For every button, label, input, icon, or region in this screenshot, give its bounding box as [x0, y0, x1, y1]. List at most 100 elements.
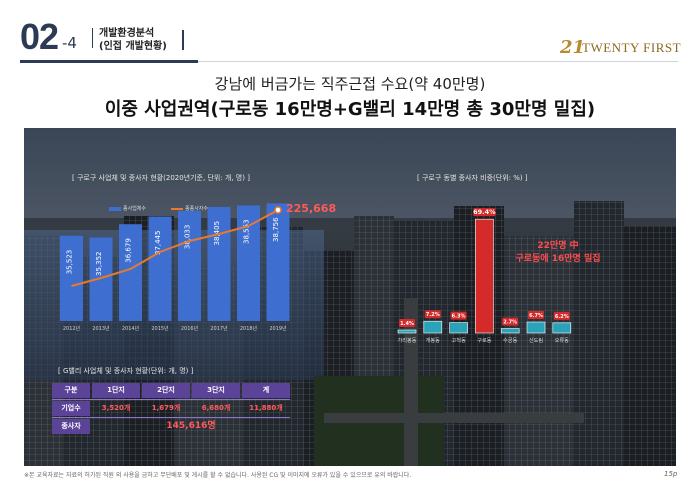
chart2-label-bg — [399, 319, 415, 327]
chart1-line-endpoint — [274, 206, 282, 214]
chart2-title: [ 구로구 동별 종사자 비중(단위: %) ] — [417, 174, 528, 182]
road — [404, 298, 418, 466]
section-sub-number: -4 — [62, 34, 77, 52]
chart1-bar-label: 36,679 — [125, 238, 133, 263]
gvalley-cell: 3,520개 — [101, 404, 131, 412]
legend-item-workers: 종종사자수 — [171, 205, 208, 212]
chart2-bar — [526, 321, 546, 334]
guro-callout: 22만명 中 구로동에 16만명 밀집 — [492, 240, 624, 266]
chart2-value-label: 6.2% — [555, 314, 569, 320]
callout-line2: 구로동에 16만명 밀집 — [515, 254, 601, 264]
chart2-label-bg — [450, 311, 467, 320]
chart1-workers-line — [71, 209, 279, 287]
chart1-category-label: 2014년 — [122, 325, 140, 332]
headline-sub: 강남에 버금가는 직주근접 수요(약 40만명) — [214, 75, 486, 93]
city-photo-panel: [ 구로구 사업체 및 종사자 현황(2020년기준, 단위: 개, 명) ] … — [24, 128, 676, 466]
legend-item-companies: 종사업체수 — [109, 205, 146, 212]
footer-disclaimer: ※본 교육자료는 자료의 허가된 직원 외 사용을 금하고 무단배포 및 게시를… — [24, 472, 412, 479]
chart2-category-label: 수궁동 — [503, 337, 518, 344]
logo-text: TWENTY FIRST — [582, 40, 682, 55]
gvalley-divider — [52, 417, 290, 418]
gvalley-workers-label: 종사자 — [52, 419, 90, 434]
chart1-bar-label: 38,756 — [272, 217, 280, 242]
chart1-bar-label: 37,445 — [154, 231, 162, 256]
gvalley-title: [ G밸리 사업체 및 종사자 현황(단위: 개, 명) ] — [58, 367, 194, 375]
headline-main: 이중 사업권역(구로동 16만명+G밸리 14만명 총 30만명 밀집) — [104, 99, 596, 120]
header-underline — [20, 60, 198, 63]
gvalley-row-label: 기업수 — [52, 401, 90, 416]
chart2-bar — [475, 218, 494, 334]
section-subtitle: (인접 개발현황) — [99, 41, 167, 52]
charts-canvas: 35,523 35,352 36,679 37,445 38,033 38,405 38,5… — [60, 203, 572, 344]
header-rule — [198, 61, 678, 62]
legend-swatch-line — [171, 207, 183, 210]
chart2-category-label: 신도림 — [529, 336, 544, 344]
chart1-bar — [89, 237, 113, 321]
callout-line1: 22만명 中 — [537, 241, 579, 251]
chart2-bar — [552, 322, 572, 334]
chart2-category-label: 구로동 — [477, 337, 492, 344]
chart1-bar — [266, 203, 290, 321]
chart1-bar — [119, 224, 142, 321]
gvalley-header-cell: 2단지 — [142, 383, 190, 398]
chart2-value-label: 1.4% — [400, 321, 414, 327]
building — [504, 236, 574, 466]
chart2-label-bg — [528, 311, 544, 320]
chart1-category-label: 2015년 — [151, 325, 169, 332]
chart1-bar — [60, 235, 83, 321]
section-title: 개발환경분석 — [99, 28, 155, 39]
chart2-label-bg — [424, 310, 441, 319]
chart2-bar — [449, 322, 468, 334]
chart2-label-bg — [502, 317, 519, 326]
chart1-bar — [237, 205, 260, 321]
chart2-category-label: 개봉동 — [426, 336, 441, 344]
gvalley-divider — [52, 399, 290, 400]
chart1-bar — [148, 216, 172, 321]
gvalley-workers-value: 145,616명 — [166, 421, 216, 431]
gvalley-header-cell: 구분 — [52, 383, 90, 398]
chart1-title: [ 구로구 사업체 및 종사자 현황(2020년기준, 단위: 개, 명) ] — [72, 174, 250, 182]
header-divider — [92, 28, 93, 48]
gvalley-header-cell: 계 — [242, 383, 290, 398]
chart1-category-label: 2017년 — [210, 325, 228, 332]
building — [624, 226, 676, 466]
sky — [24, 128, 676, 218]
chart2-label-bg — [473, 208, 496, 217]
header-divider-2 — [182, 30, 184, 50]
page-number: 15p — [664, 470, 678, 478]
chart2-category-label: 오류동 — [555, 337, 570, 344]
chart2-value-label: 6.7% — [529, 313, 543, 319]
chart1-bar-label: 38,553 — [243, 219, 251, 244]
chart1-category-label: 2013년 — [92, 325, 110, 332]
chart1-bar-label: 35,352 — [95, 251, 103, 276]
chart1-category-label: 2018년 — [240, 325, 258, 332]
chart2-value-label: 2.7% — [503, 320, 517, 326]
legend-swatch-bar — [109, 206, 121, 211]
chart1-category-label: 2016년 — [181, 325, 199, 332]
chart2-bar — [423, 320, 443, 334]
chart1-bar — [178, 210, 201, 321]
chart1-bar-label: 35,523 — [66, 250, 74, 275]
chart1-bar-label: 38,405 — [213, 221, 221, 246]
chart1-bar-label: 38,033 — [184, 225, 192, 250]
chart2-category-label: 가리봉동 — [397, 336, 416, 344]
chart2-value-label: 6.3% — [452, 314, 466, 320]
chart1-category-label: 2012년 — [63, 325, 81, 332]
chart2-bar — [500, 328, 520, 334]
total-workers-label: 225,668 — [286, 202, 337, 215]
chart1-category-label: 2019년 — [269, 325, 287, 332]
chart2-category-label: 고척동 — [451, 336, 466, 344]
gvalley-header-cell: 1단지 — [92, 383, 140, 398]
road — [324, 413, 584, 423]
gvalley-cell: 6,680개 — [201, 404, 231, 412]
section-number: 02 — [20, 16, 59, 57]
page-header: 02 -4 개발환경분석 (인접 개발현황) 21 TWENTY FIRST — [0, 0, 700, 63]
gvalley-cell: 11,880개 — [249, 404, 283, 412]
chart2-value-label: 69.4% — [473, 208, 496, 216]
gvalley-cell: 1,679개 — [151, 404, 181, 412]
logo-mark-icon: 21 — [560, 37, 586, 58]
chart2-value-label: 7.2% — [426, 312, 440, 318]
chart2-label-bg — [553, 311, 570, 320]
chart2-bar — [397, 329, 417, 334]
gvalley-header-cell: 3단지 — [192, 383, 240, 398]
